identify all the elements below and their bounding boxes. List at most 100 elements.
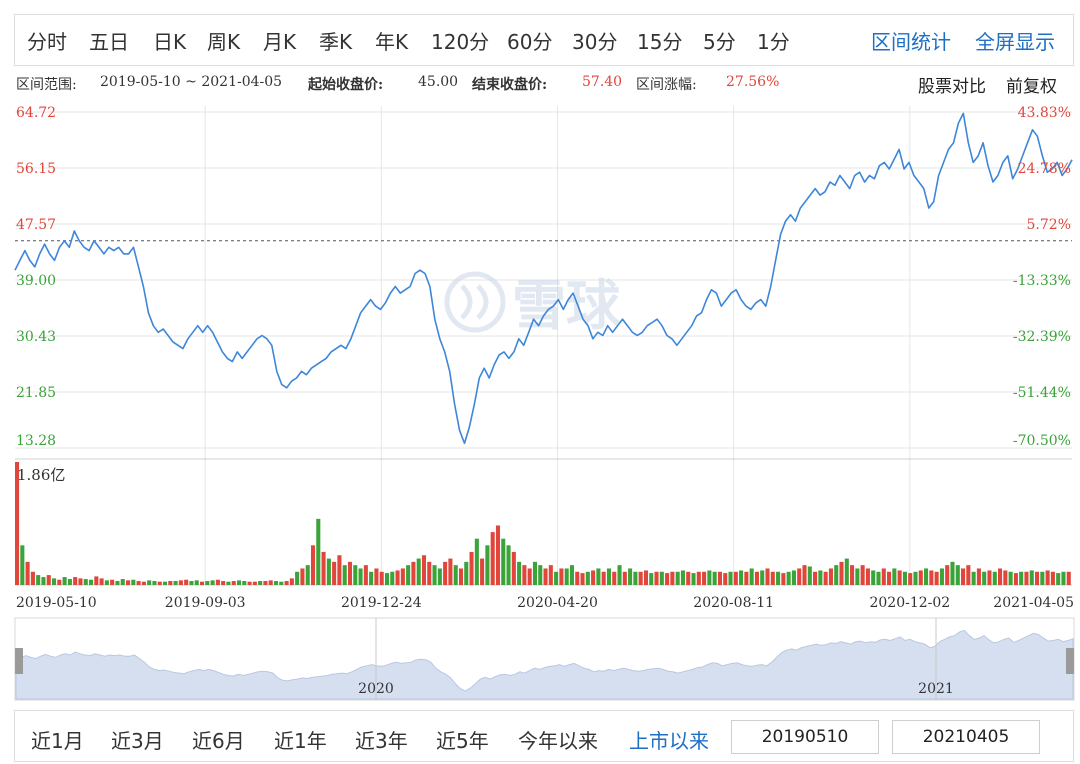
volume-bar <box>458 568 464 585</box>
volume-bar <box>374 568 379 585</box>
period-tab-15min[interactable]: 15分 <box>637 30 683 54</box>
volume-bar <box>416 558 421 585</box>
volume-bar <box>20 545 25 585</box>
stock-compare-link[interactable]: 股票对比 <box>918 77 986 97</box>
y-tick-left: 64.72 <box>16 105 56 121</box>
x-tick-label: 2020-12-02 <box>869 595 950 611</box>
volume-bar <box>1040 571 1045 585</box>
volume-bar <box>887 571 892 585</box>
range-5y[interactable]: 近5年 <box>436 729 489 753</box>
volume-bar <box>633 571 638 585</box>
volume-bar <box>141 581 146 585</box>
period-tab-120min[interactable]: 120分 <box>431 30 490 54</box>
period-tab-intraday[interactable]: 分时 <box>27 30 67 54</box>
price-chart[interactable]: 雪球 64.72 56.15 47.57 39.00 30.43 21.85 13.28 4… <box>0 96 1080 708</box>
volume-bar <box>25 561 30 585</box>
volume-bar <box>649 573 654 585</box>
range-since-listing[interactable]: 上市以来 <box>629 729 709 753</box>
volume-bar <box>776 571 781 585</box>
volume-bar <box>807 566 812 585</box>
y-tick-right: -70.50% <box>1013 433 1071 449</box>
volume-bar <box>1061 571 1066 585</box>
volume-bar <box>157 581 162 585</box>
navigator-area <box>15 629 1074 700</box>
volume-bar <box>326 558 331 585</box>
period-tab-5min[interactable]: 5分 <box>703 30 736 54</box>
volume-bar <box>411 561 416 585</box>
range-3m[interactable]: 近3月 <box>111 729 164 753</box>
volume-bar <box>384 573 390 585</box>
period-tab-monthly[interactable]: 月K <box>263 30 297 54</box>
volume-bar <box>918 570 923 585</box>
volume-bar <box>184 579 189 585</box>
end-date-input[interactable] <box>892 720 1040 754</box>
y-tick-right: 24.78% <box>1018 161 1071 177</box>
period-tab-30min[interactable]: 30分 <box>572 30 618 54</box>
volume-bar <box>321 551 326 585</box>
x-tick-label: 2021-04-05 <box>993 595 1074 611</box>
range-1y[interactable]: 近1年 <box>274 729 327 753</box>
volume-bar <box>332 561 337 585</box>
volume-max-label: 1.86亿 <box>17 466 65 484</box>
volume-bar <box>924 568 929 585</box>
volume-bar <box>310 545 316 585</box>
y-tick-right: -32.39% <box>1013 329 1071 345</box>
volume-bar <box>437 568 442 585</box>
price-series <box>14 112 1073 445</box>
range-1m[interactable]: 近1月 <box>31 729 84 753</box>
volume-bar <box>506 545 511 585</box>
volume-bar <box>400 568 405 585</box>
volume-bar <box>522 565 527 585</box>
volume-bar <box>691 573 696 585</box>
volume-bar <box>427 561 432 585</box>
x-axis: 2019-05-10 2019-09-03 2019-12-24 2020-04-20… <box>16 595 1074 611</box>
volume-bar <box>342 565 347 585</box>
start-date-input[interactable] <box>731 720 879 754</box>
period-tab-weekly[interactable]: 周K <box>207 30 241 54</box>
volume-bar <box>622 571 627 585</box>
volume-bar <box>247 581 252 585</box>
start-price-label: 起始收盘价: <box>308 77 384 93</box>
change-value: 27.56% <box>726 74 780 90</box>
period-tab-yearly[interactable]: 年K <box>375 30 409 54</box>
period-tab-quarterly[interactable]: 季K <box>319 30 353 54</box>
x-tick-label: 2019-09-03 <box>165 595 246 611</box>
period-tab-60min[interactable]: 60分 <box>507 30 553 54</box>
start-price-value: 45.00 <box>418 74 459 90</box>
volume-bar <box>1003 570 1008 585</box>
y-tick-left: 21.85 <box>16 385 56 401</box>
range-6m[interactable]: 近6月 <box>192 729 245 753</box>
volume-bar <box>62 577 67 585</box>
volume-bar <box>675 571 680 585</box>
volume-bar <box>797 568 802 585</box>
range-ytd[interactable]: 今年以来 <box>518 729 598 753</box>
volume-bar <box>432 565 437 585</box>
volume-bar <box>226 581 231 585</box>
volume-bar <box>834 565 839 585</box>
period-tab-1min[interactable]: 1分 <box>757 30 790 54</box>
navigator-handle-left[interactable] <box>15 648 23 674</box>
volume-bar <box>178 580 183 585</box>
adjust-mode-link[interactable]: 前复权 <box>1006 77 1057 97</box>
change-label: 区间涨幅: <box>636 77 697 93</box>
volume-bar <box>110 579 115 585</box>
range-stats-link[interactable]: 区间统计 <box>871 30 951 54</box>
volume-bar <box>733 571 738 585</box>
volume-bar <box>580 573 585 585</box>
volume-bar <box>1050 571 1055 585</box>
volume-bar <box>406 565 411 585</box>
navigator-label: 2020 <box>358 681 394 697</box>
y-tick-left: 30.43 <box>16 329 56 345</box>
navigator-handle-right[interactable] <box>1066 648 1074 674</box>
x-tick-label: 2020-08-11 <box>693 595 774 611</box>
period-tab-5day[interactable]: 五日 <box>89 30 129 54</box>
volume-bar <box>379 571 384 585</box>
period-tab-daily[interactable]: 日K <box>153 30 187 54</box>
volume-bar <box>168 581 173 585</box>
volume-bar <box>501 538 506 585</box>
range-3y[interactable]: 近3年 <box>355 729 408 753</box>
volume-bar <box>231 581 236 585</box>
volume-bar <box>1029 570 1034 585</box>
fullscreen-link[interactable]: 全屏显示 <box>975 30 1055 54</box>
range-label: 区间范围: <box>16 77 77 93</box>
